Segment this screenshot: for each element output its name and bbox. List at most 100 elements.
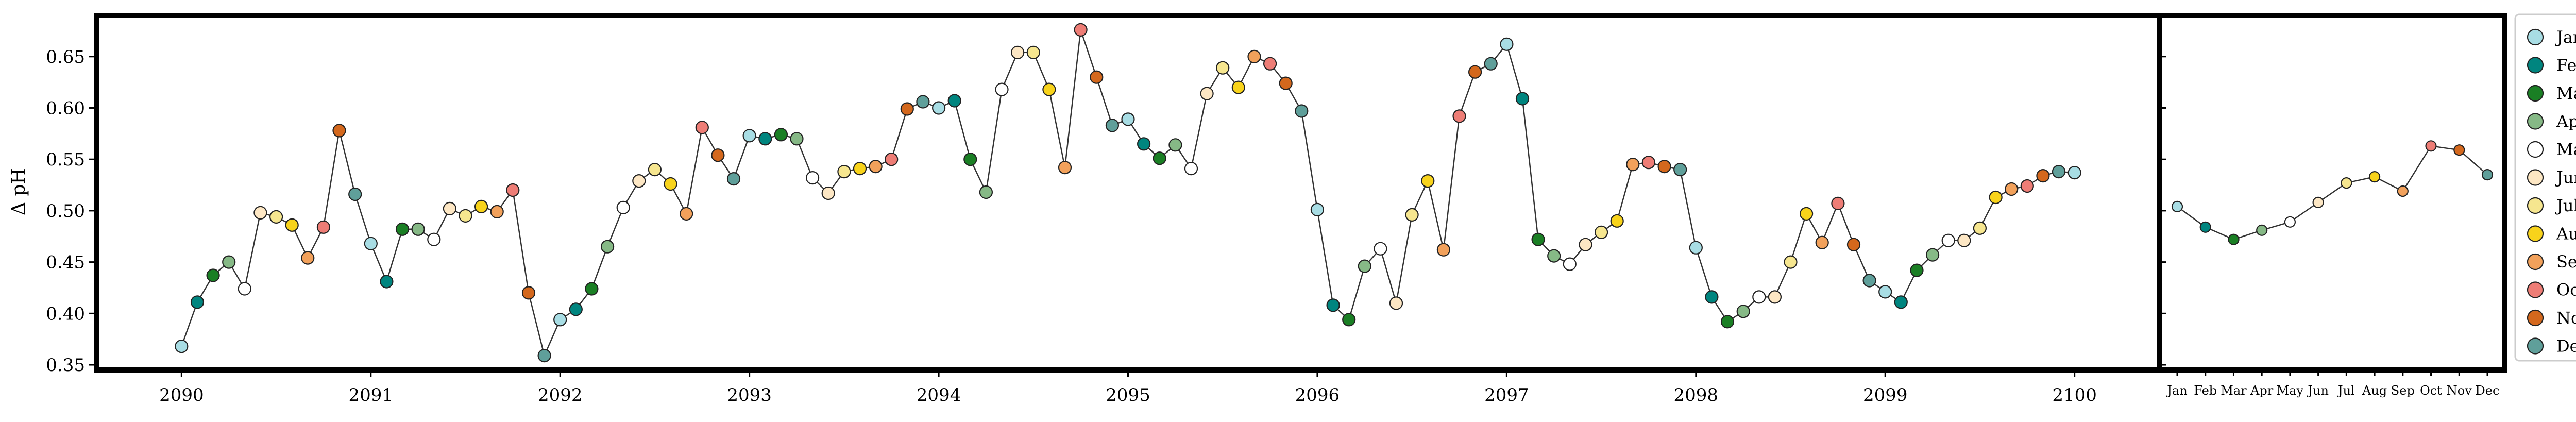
data-point: [1405, 208, 1419, 222]
legend-label: Oct: [2556, 280, 2576, 300]
data-point: [900, 102, 914, 116]
legend-label: Jan: [2555, 27, 2576, 47]
main-panel: Δ pH 0.350.400.450.500.550.600.65 2090 20…: [8, 13, 2162, 406]
data-point: [680, 207, 693, 221]
data-point: [2228, 233, 2240, 245]
data-point: [1989, 190, 2003, 205]
x-tick-label: Dec: [2476, 383, 2500, 398]
legend-item: July: [2527, 196, 2576, 215]
legend-label: May: [2556, 140, 2576, 159]
data-point: [1484, 57, 1498, 71]
data-point: [695, 121, 709, 134]
x-tick-label: 2091: [349, 385, 394, 406]
data-point: [175, 339, 189, 353]
data-point: [285, 218, 299, 232]
data-point: [553, 313, 567, 327]
legend-item: Aug: [2527, 224, 2576, 244]
x-tick-label: Apr: [2250, 383, 2274, 398]
time-series-markers: [175, 23, 2081, 363]
legend-label: Mar: [2556, 83, 2576, 103]
data-point: [427, 232, 441, 246]
data-point: [1326, 298, 1340, 312]
x-tick-label: 2092: [538, 385, 583, 406]
data-point: [380, 275, 394, 289]
data-point: [774, 128, 788, 142]
data-point: [1579, 238, 1592, 251]
data-point: [1184, 162, 1198, 176]
data-point: [1500, 37, 1514, 51]
legend-marker: [2527, 57, 2544, 74]
data-point: [1105, 119, 1119, 132]
data-point: [1279, 76, 1293, 90]
data-point: [348, 187, 362, 201]
data-point: [1515, 92, 1530, 106]
data-point: [1342, 313, 1356, 327]
legend-marker: [2527, 309, 2544, 327]
data-point: [1247, 49, 1261, 63]
data-point: [1626, 158, 1640, 172]
legend-item: June: [2527, 168, 2576, 188]
data-point: [664, 177, 677, 191]
data-point: [1389, 296, 1403, 310]
data-point: [2425, 140, 2437, 152]
legend-item: Mar: [2527, 83, 2576, 103]
data-point: [821, 186, 835, 200]
data-point: [1941, 233, 1955, 247]
x-tick-label: 2093: [727, 385, 772, 406]
data-point: [1894, 295, 1908, 309]
data-point: [1878, 285, 1892, 299]
data-point: [2341, 177, 2352, 189]
data-point: [332, 124, 346, 138]
data-point: [758, 132, 772, 146]
data-point: [1846, 238, 1861, 251]
data-point: [1058, 161, 1072, 175]
legend-item: Dec: [2527, 336, 2576, 356]
data-point: [2005, 182, 2019, 196]
data-point: [1910, 263, 1924, 277]
data-point: [1168, 138, 1182, 152]
y-tick-label: 0.50: [46, 201, 85, 222]
data-point: [711, 148, 725, 162]
legend-label: June: [2555, 168, 2576, 188]
data-point: [190, 295, 205, 309]
legend-marker: [2527, 225, 2544, 242]
data-point: [600, 240, 615, 254]
data-point: [1957, 233, 1971, 247]
data-point: [2020, 179, 2034, 193]
x-tick-label: Jun: [2306, 383, 2329, 398]
data-point: [521, 286, 536, 300]
data-point: [2199, 221, 2211, 233]
y-tick-label: 0.55: [46, 149, 85, 170]
x-tick-label: Aug: [2362, 383, 2387, 398]
data-point: [2284, 216, 2296, 228]
data-point: [616, 200, 630, 214]
data-point: [269, 210, 283, 224]
data-point: [1200, 87, 1214, 100]
legend-item: Jan: [2527, 27, 2576, 47]
data-point: [1263, 57, 1277, 71]
x-tick-label: 2096: [1295, 385, 1340, 406]
data-point: [1973, 221, 1987, 235]
data-point: [1310, 202, 1324, 216]
data-point: [2067, 166, 2081, 180]
legend-marker: [2527, 141, 2544, 158]
x-axis-ticks: 2090 2091 2092 2093 2094 2095 2096 2097 2098 2099…: [159, 370, 2097, 406]
data-point: [1768, 290, 1782, 304]
data-point: [222, 255, 236, 269]
data-point: [238, 282, 251, 296]
x-tick-label: 2090: [159, 385, 204, 406]
y-tick-label: 0.65: [46, 47, 85, 67]
data-point: [1026, 45, 1040, 59]
data-point: [1610, 214, 1624, 228]
data-point: [1137, 137, 1151, 151]
main-plot-frame: [94, 13, 2162, 373]
legend-marker: [2527, 113, 2544, 130]
data-point: [1531, 232, 1545, 246]
data-point: [1374, 242, 1387, 256]
data-point: [916, 95, 930, 109]
data-point: [1752, 290, 1766, 304]
data-point: [1358, 259, 1371, 273]
data-point: [648, 163, 662, 177]
legend-marker: [2527, 85, 2544, 102]
